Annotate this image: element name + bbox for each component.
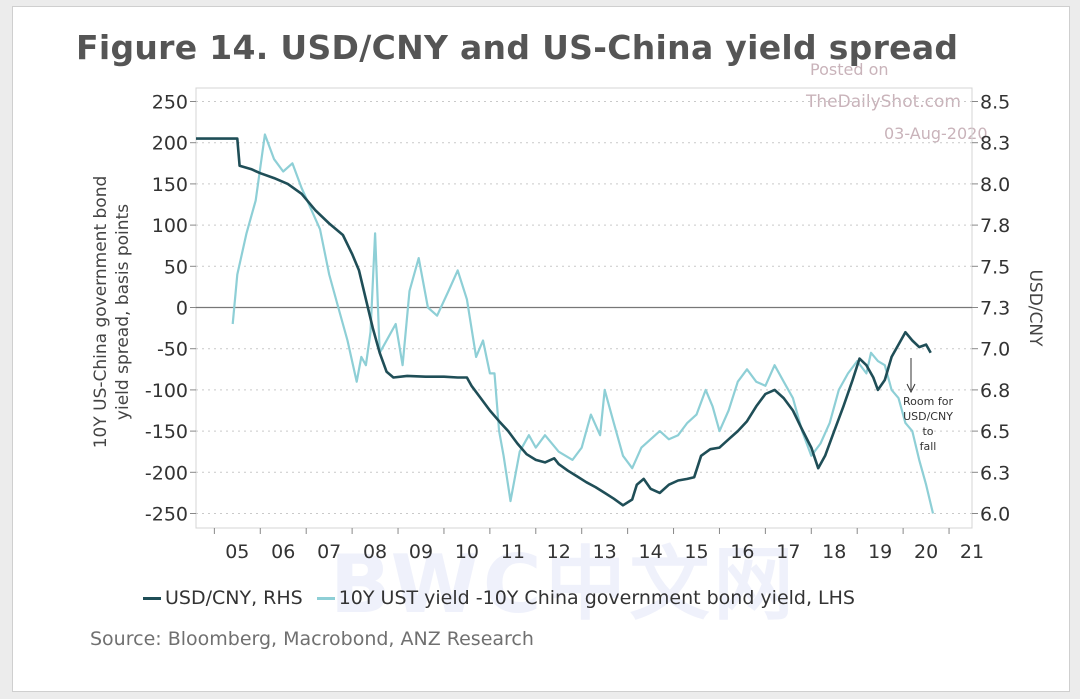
x-tick-label: 19 — [868, 541, 892, 563]
right-tick-label: 8.3 — [980, 133, 1010, 155]
left-tick-label: 250 — [152, 92, 188, 114]
right-tick-label: 6.3 — [980, 462, 1010, 484]
series-line-usdcny — [196, 137, 932, 507]
watermark-site: TheDailyShot.com — [806, 92, 961, 112]
x-tick-label: 05 — [225, 541, 249, 563]
x-tick-label: 21 — [960, 541, 984, 563]
x-tick-label: 20 — [914, 541, 938, 563]
left-axis-label-line2: yield spread, basis points — [113, 204, 133, 420]
x-tick-label: 17 — [776, 541, 800, 563]
right-tick-label: 7.0 — [980, 339, 1010, 361]
x-tick-label: 11 — [501, 541, 525, 563]
legend-label-spread: 10Y UST yield -10Y China government bond… — [338, 587, 855, 609]
annotation-text: to — [922, 425, 933, 438]
x-tick-label: 08 — [363, 541, 387, 563]
x-tick-label: 13 — [593, 541, 617, 563]
right-tick-label: 8.5 — [980, 92, 1010, 114]
left-tick-label: 150 — [152, 174, 188, 196]
x-tick-label: 14 — [638, 541, 662, 563]
left-tick-label: -100 — [145, 380, 188, 402]
chart-title: Figure 14. USD/CNY and US-China yield sp… — [76, 28, 959, 67]
left-tick-label: 50 — [164, 256, 188, 278]
watermark-date: 03-Aug-2020 — [884, 124, 988, 143]
x-tick-label: 15 — [684, 541, 708, 563]
left-tick-label: -200 — [145, 462, 188, 484]
right-tick-label: 7.8 — [980, 215, 1010, 237]
right-tick-label: 7.5 — [980, 256, 1010, 278]
right-tick-label: 8.0 — [980, 174, 1010, 196]
right-tick-label: 6.5 — [980, 421, 1010, 443]
annotation-text: fall — [920, 440, 937, 453]
legend-swatch-spread — [316, 596, 335, 600]
x-tick-label: 10 — [455, 541, 479, 563]
legend-item-usdcny: USD/CNY, RHS — [143, 587, 303, 609]
left-tick-label: 200 — [152, 133, 188, 155]
x-tick-label: 07 — [317, 541, 341, 563]
x-tick-label: 06 — [271, 541, 295, 563]
x-tick-label: 09 — [409, 541, 433, 563]
annotation-text: USD/CNY — [903, 410, 953, 423]
x-tick-label: 16 — [730, 541, 754, 563]
right-tick-label: 7.3 — [980, 298, 1010, 320]
right-tick-label: 6.0 — [980, 504, 1010, 526]
series-line-spread — [231, 133, 935, 514]
left-tick-label: -50 — [157, 339, 188, 361]
left-tick-label: -250 — [145, 504, 188, 526]
watermark-overlay: BWC中文网 — [330, 538, 798, 631]
annotation-arrow-head — [906, 383, 916, 394]
legend-item-spread: 10Y UST yield -10Y China government bond… — [316, 587, 855, 609]
right-tick-label: 6.8 — [980, 380, 1010, 402]
left-axis-label: 10Y US-China government bond — [91, 176, 111, 449]
left-tick-label: -150 — [145, 421, 188, 443]
left-tick-label: 100 — [152, 215, 188, 237]
source-note: Source: Bloomberg, Macrobond, ANZ Resear… — [90, 628, 534, 650]
legend-label-usdcny: USD/CNY, RHS — [165, 587, 303, 609]
annotation-text: Room for — [903, 395, 953, 408]
watermark-posted: Posted on — [810, 60, 889, 79]
x-tick-label: 18 — [822, 541, 846, 563]
legend: USD/CNY, RHS 10Y UST yield -10Y China go… — [143, 587, 869, 609]
right-axis-label: USD/CNY — [1025, 269, 1045, 347]
left-tick-label: 0 — [176, 298, 188, 320]
legend-swatch-usdcny — [143, 596, 161, 600]
x-tick-label: 12 — [547, 541, 571, 563]
